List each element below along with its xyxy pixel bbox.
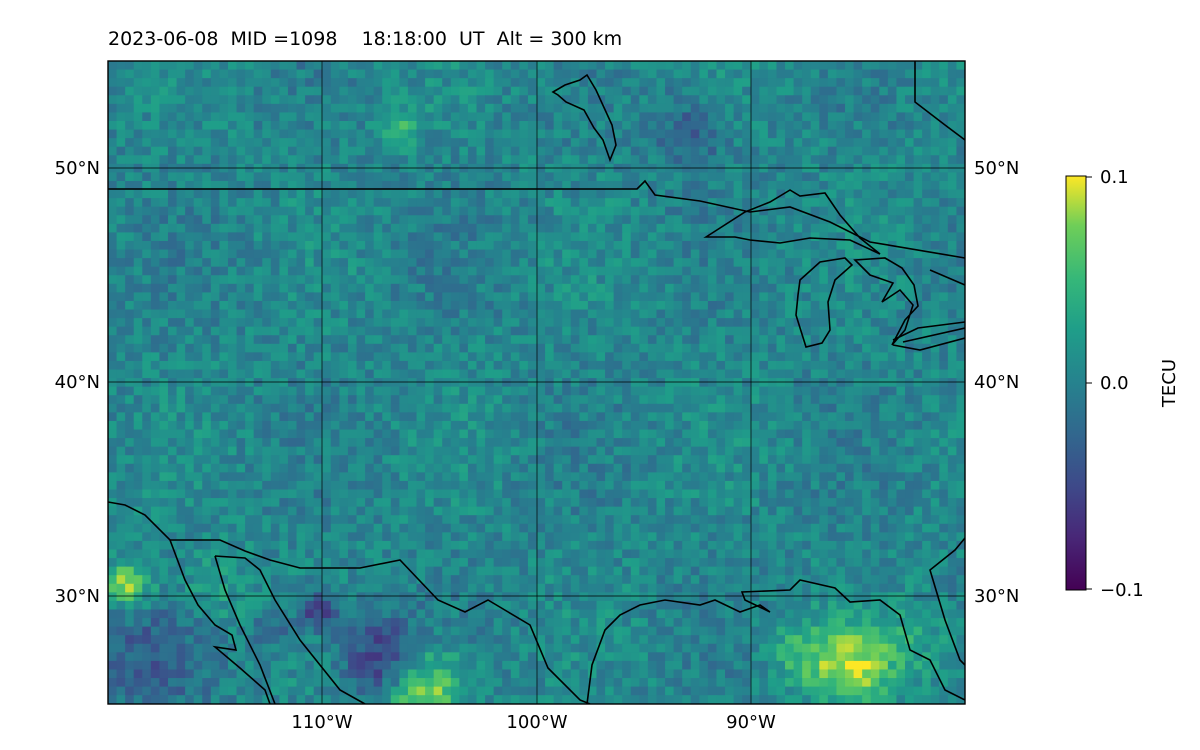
us-canada-border — [108, 179, 965, 259]
florida — [929, 537, 965, 666]
lake-winnipeg — [551, 73, 617, 163]
colorbar-gradient — [1065, 175, 1087, 591]
us-mexico-border — [108, 501, 591, 704]
lat-tick-label-left: 30°N — [55, 586, 100, 607]
mexico-mainland-coast — [169, 539, 271, 704]
map-title: 2023-06-08 MID =1098 18:18:00 UT Alt = 3… — [108, 28, 623, 50]
colorbar-tick-label: −0.1 — [1100, 580, 1144, 601]
colorbar-label: TECU — [1159, 359, 1180, 408]
baja-california — [214, 555, 366, 704]
lake-superior — [703, 189, 881, 255]
lake-michigan — [795, 257, 854, 348]
gulf-coast — [586, 579, 965, 704]
lon-tick-label: 90°W — [726, 712, 776, 733]
colorbar-tick-label: 0.0 — [1100, 373, 1129, 394]
lat-tick-label-right: 30°N — [974, 586, 1019, 607]
lon-tick-label: 100°W — [506, 712, 567, 733]
lake-erie-ontario — [892, 269, 965, 351]
coastlines — [108, 61, 965, 704]
lat-tick-label-right: 40°N — [974, 372, 1019, 393]
east-coast — [914, 61, 965, 141]
colorbar-tick-label: 0.1 — [1100, 167, 1129, 188]
map-frame — [107, 60, 966, 705]
lat-tick-label-left: 40°N — [55, 372, 100, 393]
tec-raster — [108, 61, 965, 704]
lon-tick-label: 110°W — [291, 712, 352, 733]
colorbar: 0.1 0.0 −0.1 TECU — [1065, 167, 1180, 601]
gridlines — [108, 61, 965, 704]
lat-tick-label-left: 50°N — [55, 158, 100, 179]
lat-tick-label-right: 50°N — [974, 158, 1019, 179]
